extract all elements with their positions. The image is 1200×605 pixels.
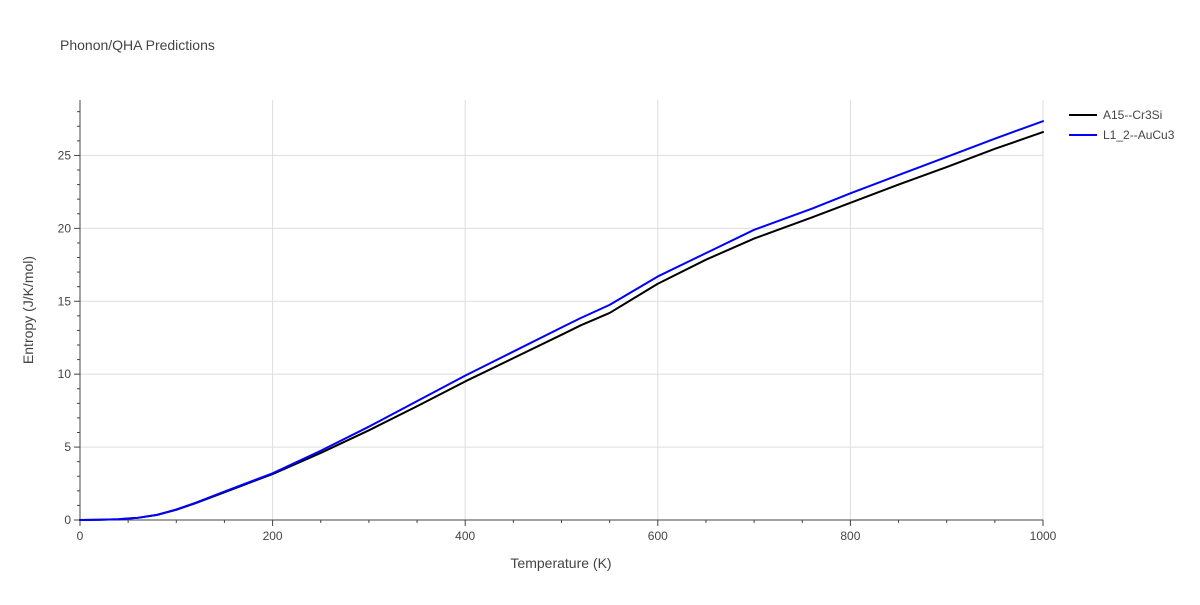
series-line-1: [79, 120, 1044, 521]
x-tick-label: 1000: [1030, 529, 1057, 543]
legend-item-1[interactable]: L1_2--AuCu3: [1069, 128, 1175, 142]
axes: 0 200 400 600 800 1000 0 5 10 15 20 25: [58, 100, 1057, 543]
legend-item-0[interactable]: A15--Cr3Si: [1069, 108, 1162, 122]
legend[interactable]: A15--Cr3Si L1_2--AuCu3: [1069, 108, 1175, 142]
legend-label: A15--Cr3Si: [1103, 108, 1162, 122]
grid: [80, 100, 1044, 520]
x-axis-title: Temperature (K): [510, 555, 611, 571]
x-tick-label: 200: [263, 529, 283, 543]
x-tick-label: 400: [455, 529, 475, 543]
y-tick-label: 25: [58, 148, 72, 162]
x-tick-label: 800: [840, 529, 860, 543]
chart-title: Phonon/QHA Predictions: [60, 37, 215, 53]
y-tick-label: 0: [64, 513, 71, 527]
y-tick-label: 10: [58, 367, 72, 381]
y-tick-label: 15: [58, 294, 72, 308]
y-tick-label: 5: [64, 440, 71, 454]
x-tick-label: 600: [648, 529, 668, 543]
series-lines: [79, 120, 1044, 521]
y-tick-label: 20: [58, 221, 72, 235]
legend-label: L1_2--AuCu3: [1103, 128, 1175, 142]
y-axis-title: Entropy (J/K/mol): [20, 256, 36, 364]
x-tick-label: 0: [77, 529, 84, 543]
series-line-0: [79, 131, 1044, 521]
